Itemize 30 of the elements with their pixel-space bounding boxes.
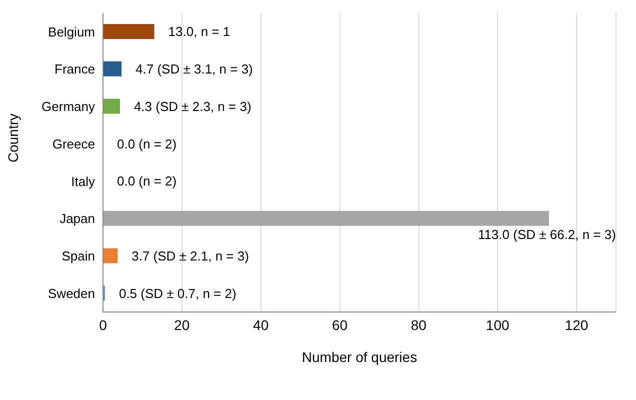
- y-tick-label: Sweden: [48, 286, 95, 301]
- bar: [103, 24, 154, 39]
- bar: [103, 248, 118, 264]
- y-tick-label: Belgium: [48, 24, 95, 40]
- x-tick-label: 0: [99, 316, 108, 333]
- x-tick-label: 60: [332, 316, 348, 333]
- data-label: 0.0 (n = 2): [117, 136, 177, 152]
- x-tick-label: 80: [410, 316, 427, 333]
- bar: [103, 98, 120, 114]
- y-tick-label: France: [54, 62, 95, 77]
- data-label: 113.0 (SD ± 66.2, n = 3): [478, 227, 616, 242]
- x-tick-label: 100: [486, 316, 510, 333]
- x-axis-title: Number of queries: [302, 349, 418, 365]
- x-tick-label: 120: [564, 316, 588, 333]
- data-label: 0.5 (SD ± 0.7, n = 2): [118, 286, 236, 301]
- y-tick-label: Japan: [60, 211, 95, 226]
- x-tick-label: 40: [253, 316, 269, 333]
- bar: [103, 61, 122, 76]
- y-tick-label: Greece: [52, 136, 95, 152]
- data-label: 4.7 (SD ± 3.1, n = 3): [136, 62, 253, 77]
- x-tick-label: 20: [174, 316, 190, 333]
- data-label: 4.3 (SD ± 2.3, n = 3): [134, 98, 252, 114]
- y-tick-label: Spain: [62, 248, 95, 264]
- y-tick-label: Italy: [71, 174, 96, 189]
- y-tick-label: Germany: [42, 99, 96, 114]
- y-axis-title: Country: [4, 113, 21, 162]
- bar: [103, 210, 549, 226]
- data-label: 13.0, n = 1: [168, 24, 230, 40]
- data-label: 3.7 (SD ± 2.1, n = 3): [132, 248, 249, 264]
- data-label: 0.0 (n = 2): [117, 174, 177, 189]
